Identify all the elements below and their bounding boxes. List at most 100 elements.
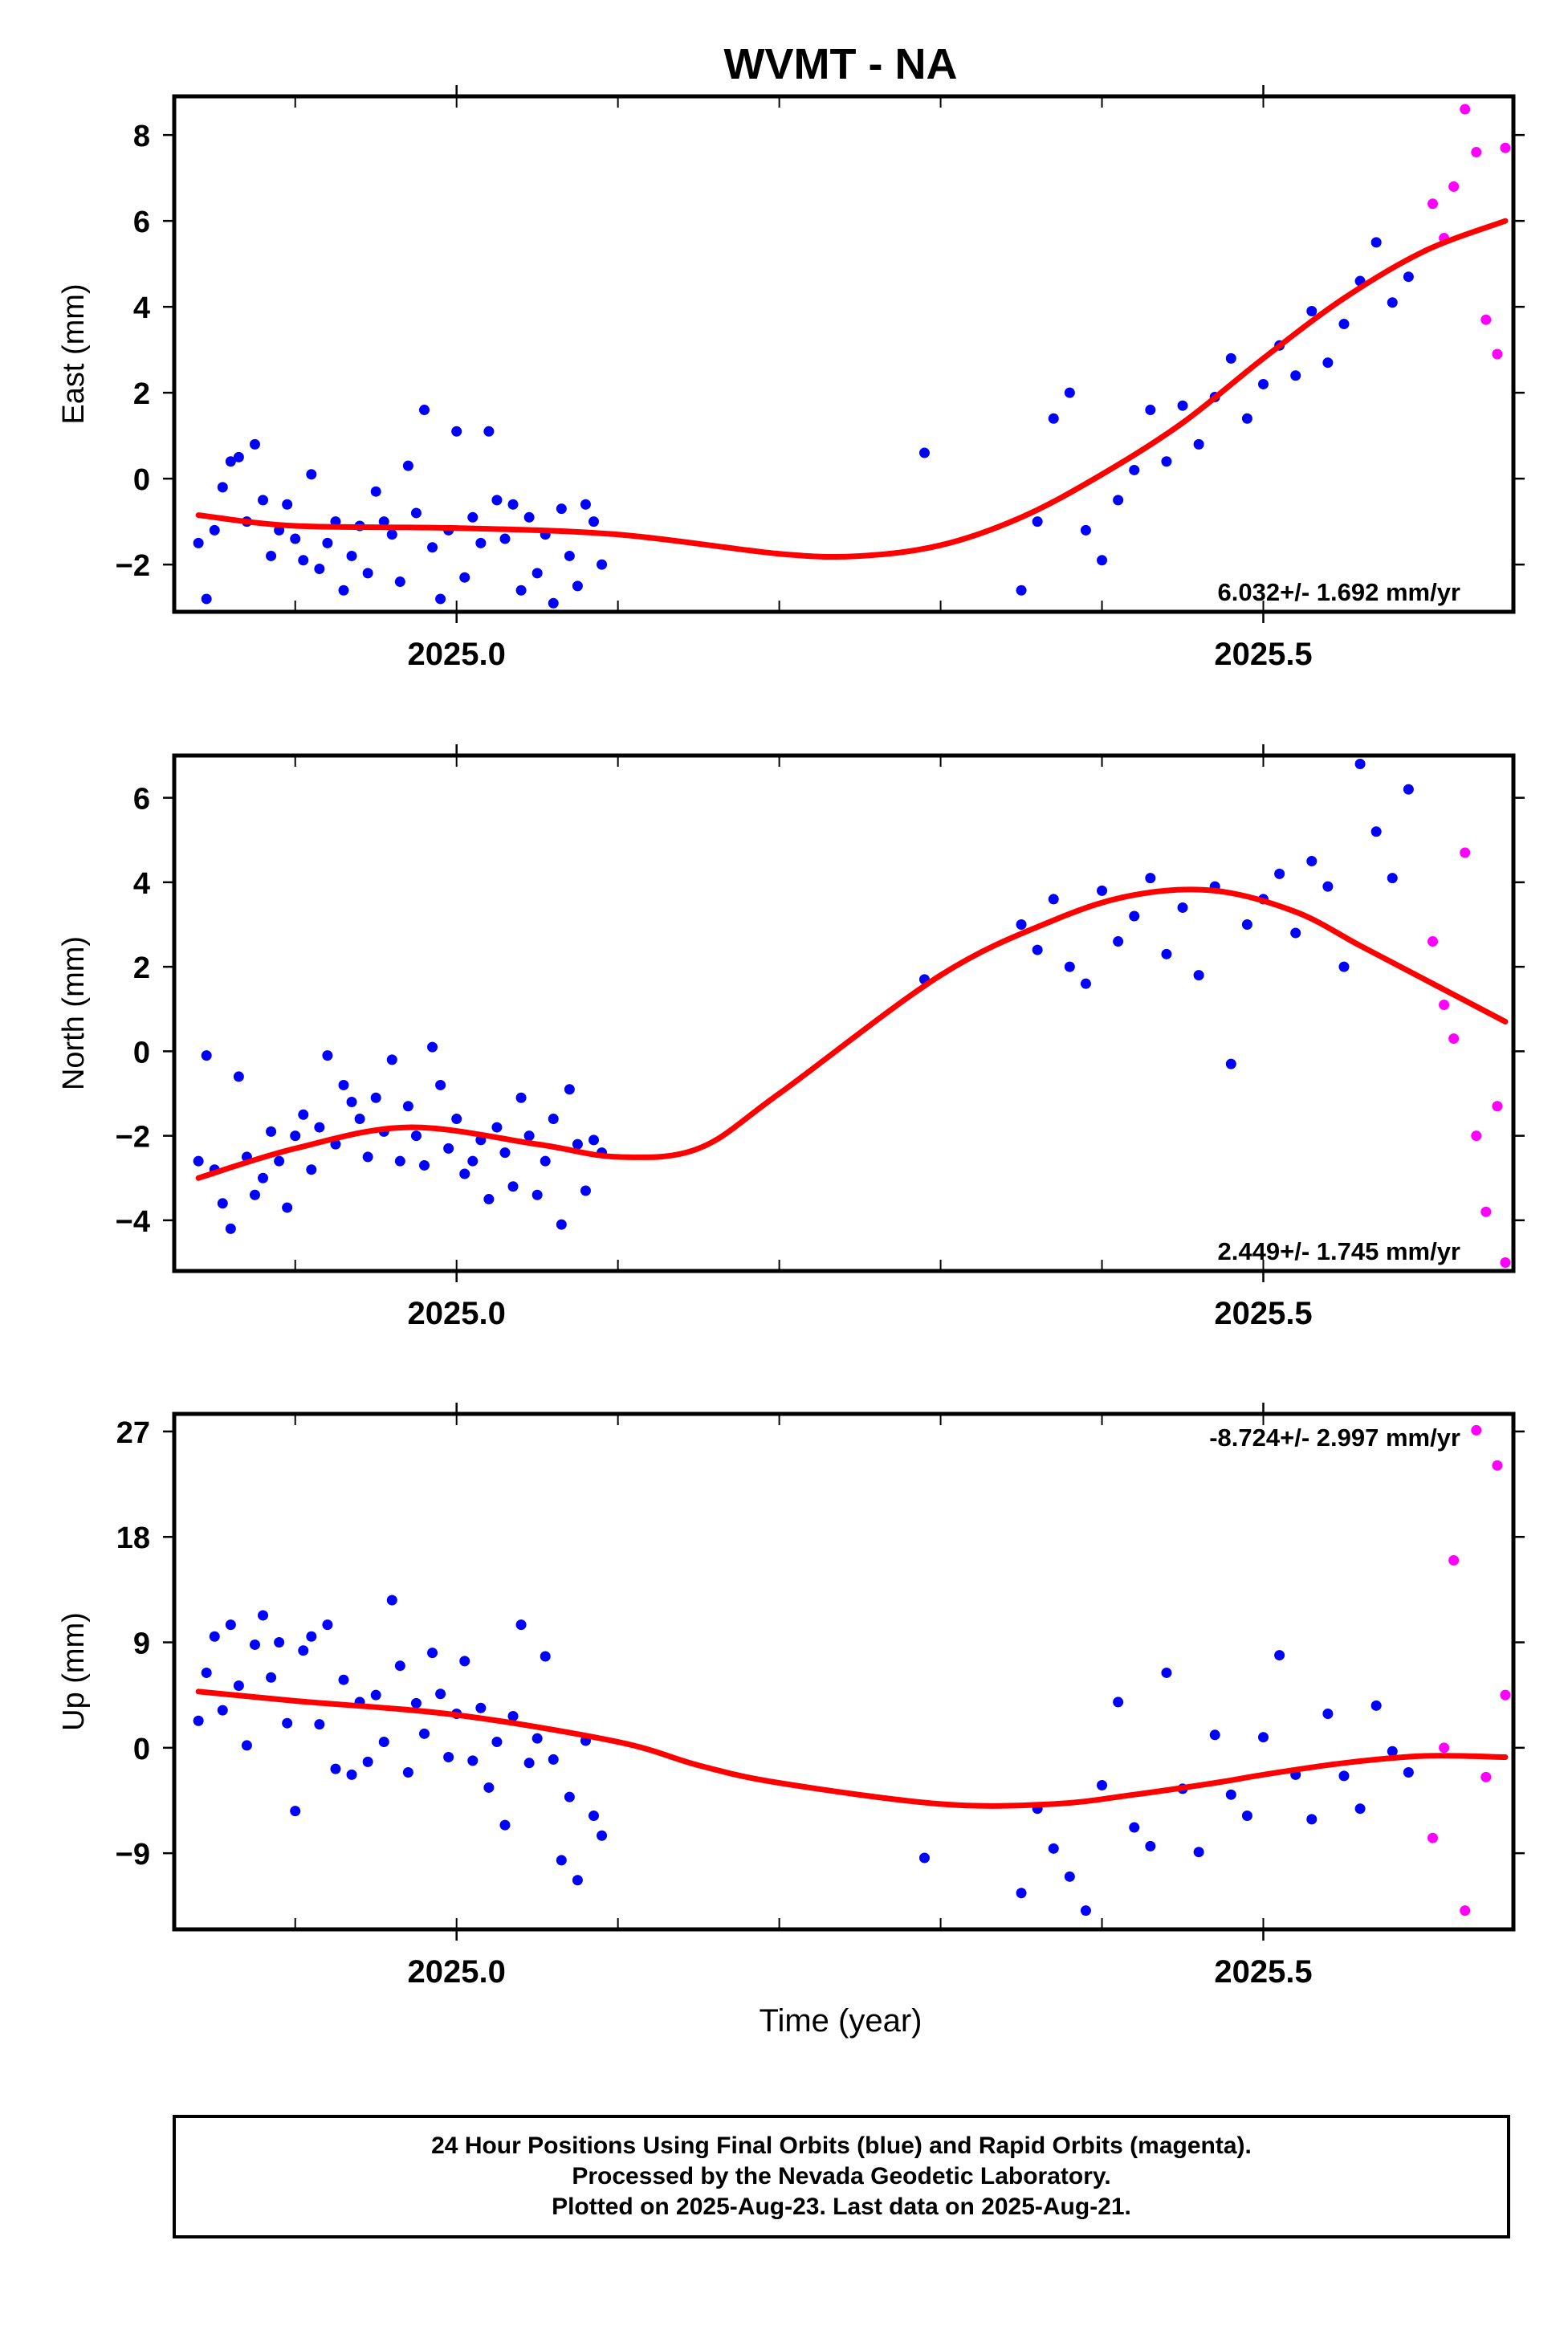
y-tick-label: 8 [133, 120, 150, 153]
final-point [1145, 1840, 1156, 1851]
fit-curve [195, 1688, 1509, 1809]
final-point [1129, 1822, 1140, 1833]
final-point [1064, 387, 1075, 398]
y-tick-label: 0 [133, 1733, 150, 1766]
final-point [475, 537, 487, 548]
rapid-point [1471, 1130, 1482, 1142]
final-point [1274, 1650, 1285, 1661]
final-point [338, 1674, 349, 1685]
final-point [540, 1651, 551, 1662]
final-point [1258, 378, 1269, 389]
final-point [402, 1766, 413, 1778]
rapid-point [1460, 104, 1471, 115]
final-point [1032, 944, 1043, 955]
final-point [459, 1168, 470, 1179]
final-point [1258, 1732, 1269, 1743]
final-point [1403, 271, 1414, 283]
x-tick-label: 2025.5 [1214, 637, 1312, 672]
final-point [225, 456, 236, 467]
final-point [193, 537, 204, 548]
final-point [1387, 297, 1398, 308]
footer-line-1: 24 Hour Positions Using Final Orbits (bl… [431, 2132, 1252, 2159]
final-point [322, 1050, 333, 1061]
final-point [1016, 919, 1027, 930]
rapid-point [1492, 1460, 1503, 1471]
final-point [1387, 873, 1398, 884]
final-point [201, 593, 212, 605]
final-point [564, 1791, 575, 1802]
y-axis-label: Up (mm) [57, 1612, 91, 1731]
final-point [1064, 1871, 1075, 1882]
rapid-point [1492, 1101, 1503, 1112]
final-point [370, 1689, 381, 1701]
final-point [402, 1101, 413, 1112]
rapid-point [1480, 1206, 1492, 1217]
chart-title: WVMT - NA [724, 40, 958, 88]
y-tick-label: 6 [133, 783, 150, 817]
final-point [258, 495, 269, 506]
final-point [1177, 902, 1188, 913]
final-point [1113, 495, 1124, 506]
rapid-point [1460, 1905, 1471, 1917]
final-point [330, 1763, 341, 1774]
final-point [523, 1758, 535, 1769]
final-point [435, 1079, 446, 1090]
final-point [507, 499, 519, 510]
final-point [209, 1631, 220, 1642]
final-point [1080, 524, 1091, 536]
final-point [394, 1660, 405, 1672]
final-point [298, 555, 309, 566]
final-point [274, 1155, 285, 1167]
panels-group: 2025.0 2025.5 −2 0 2 4 6 8 East (mm) 6.032+/- 1.6… [57, 85, 1525, 1990]
rapid-point [1500, 1689, 1511, 1701]
final-point [597, 559, 608, 570]
final-point [378, 516, 389, 528]
final-point [1370, 237, 1382, 248]
final-point [1225, 352, 1236, 364]
final-point [394, 576, 405, 588]
final-point [548, 1754, 559, 1765]
final-point [258, 1172, 269, 1183]
final-point [499, 1819, 511, 1831]
final-point [1161, 948, 1172, 959]
rapid-point [1480, 314, 1492, 325]
final-point [418, 1159, 430, 1171]
final-point [282, 499, 293, 510]
final-point [282, 1717, 293, 1729]
final-point [443, 1752, 454, 1763]
final-point [1338, 961, 1350, 972]
final-point [1097, 1780, 1108, 1791]
final-point [540, 1155, 551, 1167]
final-point [217, 1198, 228, 1209]
y-axis-label: North (mm) [57, 936, 91, 1090]
final-point [548, 1114, 559, 1125]
final-point [483, 1782, 495, 1793]
final-point [266, 550, 277, 561]
rapid-point [1471, 147, 1482, 158]
final-point [564, 1084, 575, 1095]
final-point [1129, 464, 1140, 475]
final-point [306, 1631, 317, 1642]
final-point [410, 507, 422, 519]
final-point [531, 568, 543, 579]
final-point [435, 593, 446, 605]
final-point [1145, 873, 1156, 884]
rapid-point [1427, 936, 1439, 947]
final-point [589, 1134, 600, 1146]
final-point [378, 1737, 389, 1748]
final-point [1306, 306, 1318, 316]
y-tick-label: −4 [116, 1205, 150, 1239]
fit-curve [195, 218, 1509, 560]
y-tick-label: 27 [116, 1416, 150, 1450]
final-point [467, 511, 479, 523]
final-point [217, 1705, 228, 1716]
final-point [1113, 1697, 1124, 1708]
final-point [346, 550, 357, 561]
final-point [459, 572, 470, 583]
final-point [1306, 1814, 1318, 1825]
final-point [346, 1769, 357, 1780]
final-point [1290, 370, 1301, 381]
final-point [1064, 961, 1075, 972]
final-point [418, 405, 430, 416]
